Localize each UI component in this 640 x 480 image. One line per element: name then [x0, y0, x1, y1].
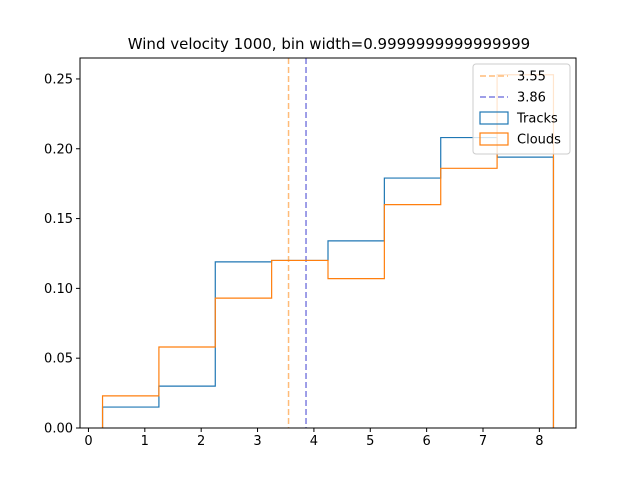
bar-tracks-0: [103, 407, 159, 428]
bar-tracks-3: [272, 260, 328, 428]
x-tick-label-3: 3: [253, 434, 261, 449]
bar-clouds-6: [441, 168, 497, 428]
y-tick-label-0: 0.00: [44, 422, 73, 437]
bar-clouds-4: [328, 279, 384, 428]
legend-label-ref-0: 3.55: [517, 70, 546, 85]
bar-tracks-4: [328, 241, 384, 428]
bar-clouds-0: [103, 396, 159, 428]
bar-tracks-2: [215, 262, 271, 428]
x-tick-label-0: 0: [84, 434, 92, 449]
series-tracks: [101, 136, 555, 428]
x-tick-label-2: 2: [197, 434, 205, 449]
bar-clouds-3: [272, 260, 328, 428]
chart-title: Wind velocity 1000, bin width=0.99999999…: [128, 35, 530, 53]
y-tick-label-4: 0.20: [44, 142, 73, 157]
y-tick-label-1: 0.05: [44, 352, 73, 367]
bar-clouds-1: [159, 347, 215, 428]
bar-clouds-5: [384, 205, 440, 428]
x-tick-label-1: 1: [141, 434, 149, 449]
bar-tracks-1: [159, 386, 215, 428]
y-axis: 0.00 0.05 0.10 0.15 0.20 0.25: [44, 72, 80, 437]
bar-tracks-7: [497, 157, 553, 428]
x-tick-label-8: 8: [535, 434, 543, 449]
histogram-step-tracks: [101, 136, 555, 428]
x-tick-label-6: 6: [422, 434, 430, 449]
x-axis: 0 1 2 3 4 5 6 7 8: [84, 428, 544, 449]
legend-box: [472, 63, 571, 155]
legend-patch-clouds: [479, 132, 509, 146]
plot-frame: [79, 57, 577, 429]
bar-clouds-2: [215, 298, 271, 428]
x-tick-label-5: 5: [366, 434, 374, 449]
bar-tracks-5: [384, 178, 440, 428]
legend-label-tracks: Tracks: [516, 112, 558, 127]
legend-label-clouds: Clouds: [517, 133, 561, 148]
y-tick-label-2: 0.10: [44, 282, 73, 297]
legend-patch-tracks: [479, 111, 509, 125]
x-tick-label-7: 7: [479, 434, 487, 449]
y-tick-label-3: 0.15: [44, 212, 73, 227]
y-tick-label-5: 0.25: [44, 72, 73, 87]
legend: 3.55 3.86 Tracks Clouds: [472, 63, 571, 155]
x-tick-label-4: 4: [310, 434, 318, 449]
bar-tracks-6: [441, 138, 497, 428]
legend-label-ref-1: 3.86: [517, 91, 546, 106]
